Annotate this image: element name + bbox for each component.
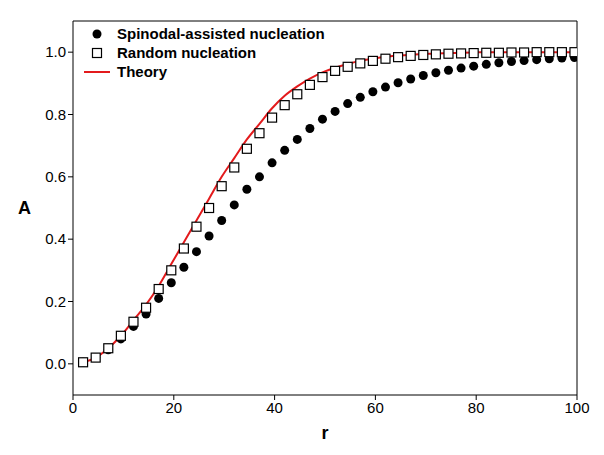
svg-text:0.2: 0.2 — [45, 293, 66, 310]
svg-text:A: A — [18, 198, 31, 218]
svg-text:100: 100 — [564, 399, 589, 416]
svg-text:80: 80 — [468, 399, 485, 416]
svg-text:40: 40 — [266, 399, 283, 416]
html-text:Theory: Theory — [117, 63, 167, 80]
svg-text:0.6: 0.6 — [45, 168, 66, 185]
html-text:Spinodal-assisted nucleation: Spinodal-assisted nucleation — [117, 25, 325, 42]
svg-text:0.4: 0.4 — [45, 230, 66, 247]
svg-text:0.8: 0.8 — [45, 106, 66, 123]
svg-text:1.0: 1.0 — [45, 43, 66, 60]
svg-text:20: 20 — [165, 399, 182, 416]
svg-text:60: 60 — [367, 399, 384, 416]
html-text:Random nucleation: Random nucleation — [117, 44, 257, 61]
svg-text:0.0: 0.0 — [45, 355, 66, 372]
svg-text:r: r — [321, 423, 328, 443]
svg-text:0: 0 — [69, 399, 77, 416]
